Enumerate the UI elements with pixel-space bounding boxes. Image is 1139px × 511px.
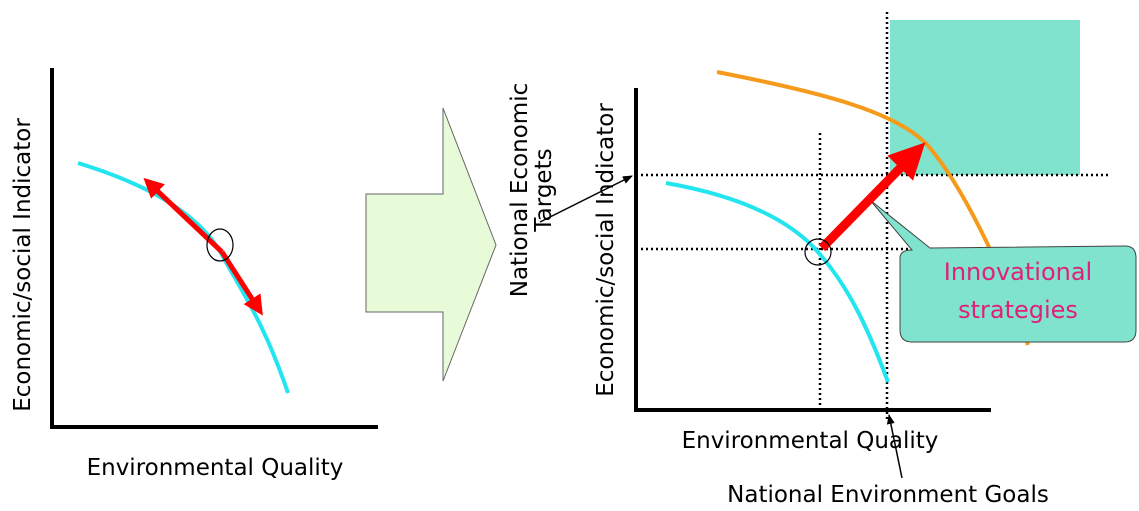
- transition-block-arrow: [365, 107, 497, 382]
- innovation-arrow: [818, 142, 926, 252]
- left-operating-point: [206, 228, 234, 262]
- economic-targets-label-line2: Targets: [531, 148, 557, 232]
- callout-text-line2: strategies: [958, 296, 1078, 324]
- right-chart: Innovational strategies Economic/social …: [507, 12, 1137, 508]
- economic-targets-label-line1: National Economic: [507, 83, 533, 298]
- left-x-axis-label: Environmental Quality: [87, 455, 344, 481]
- callout-text-line1: Innovational: [944, 258, 1092, 286]
- target-zone: [890, 20, 1080, 175]
- environment-goals-label: National Environment Goals: [727, 482, 1049, 508]
- current-operating-point: [804, 238, 832, 266]
- left-tradeoff-curve: [77, 161, 290, 394]
- strategies-callout: [869, 199, 1137, 343]
- left-chart: Economic/social Indicator Environmental …: [10, 68, 378, 481]
- right-y-axis-label: Economic/social Indicator: [593, 103, 619, 397]
- left-red-arrow-up: [143, 177, 224, 254]
- baseline-frontier-curve: [665, 181, 890, 383]
- right-x-axis-label: Environmental Quality: [682, 428, 939, 454]
- left-red-arrow-down: [219, 250, 263, 316]
- environment-goals-pointer: [886, 414, 903, 479]
- left-y-axis-label: Economic/social Indicator: [10, 118, 36, 412]
- economic-targets-pointer: [539, 175, 633, 223]
